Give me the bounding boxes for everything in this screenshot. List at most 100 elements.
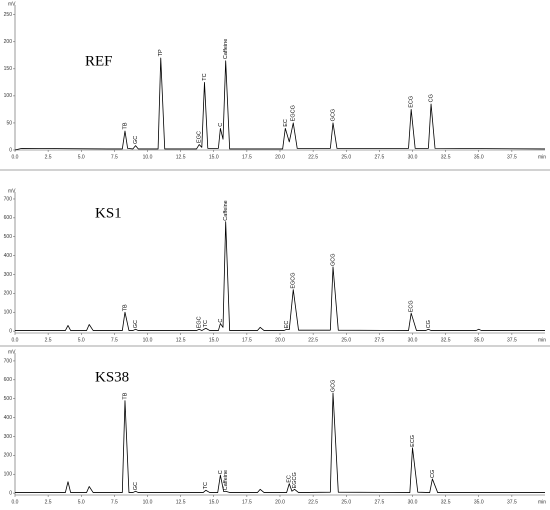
x-tick-label: 30.0	[408, 499, 418, 505]
x-tick-label: 17.5	[242, 499, 252, 505]
x-tick-label: 10.0	[143, 337, 153, 343]
x-tick-label: 5.0	[78, 499, 85, 505]
y-tick-label: 250	[4, 12, 13, 18]
peak-label: TC	[203, 320, 209, 327]
y-tick-label: 0	[9, 490, 12, 496]
y-tick-label: 200	[4, 453, 13, 459]
x-tick-label: 15.0	[209, 337, 219, 343]
x-tick-label: 5.0	[78, 337, 85, 343]
peak-label: ECG	[410, 435, 416, 447]
y-tick-label: 600	[4, 215, 13, 221]
peak-label: GCG	[330, 380, 336, 393]
y-axis-label: mV	[8, 349, 16, 355]
x-tick-label: 27.5	[375, 154, 385, 160]
x-tick-label: 32.5	[441, 499, 451, 505]
x-tick-label: 12.5	[176, 499, 186, 505]
x-tick-label: 12.5	[176, 154, 186, 160]
y-tick-label: 400	[4, 253, 13, 259]
peak-label: GCG	[330, 253, 336, 266]
x-tick-label: 2.5	[45, 499, 52, 505]
y-tick-label: 300	[4, 434, 13, 440]
x-tick-label: 15.0	[209, 499, 219, 505]
x-tick-label: 7.5	[111, 499, 118, 505]
x-tick-label: 30.0	[408, 154, 418, 160]
x-tick-label: 25.0	[341, 154, 351, 160]
peak-label: C	[218, 123, 224, 127]
y-tick-label: 100	[4, 93, 13, 99]
peak-label: TC	[203, 482, 209, 489]
x-tick-label: 30.0	[408, 337, 418, 343]
peak-label: EGC	[197, 316, 203, 328]
y-tick-label: 0	[9, 147, 12, 153]
peak-label: Caffeine	[223, 39, 229, 59]
x-tick-label: 17.5	[242, 337, 252, 343]
y-tick-label: 600	[4, 377, 13, 383]
peak-label: ECG	[409, 96, 415, 108]
x-tick-label: 22.5	[308, 154, 318, 160]
x-axis-label: min	[538, 154, 546, 160]
y-tick-label: 100	[4, 472, 13, 478]
y-tick-label: 400	[4, 415, 13, 421]
y-axis-label: mV	[8, 1, 16, 7]
x-tick-label: 22.5	[308, 499, 318, 505]
peak-label: TB	[122, 392, 128, 399]
x-tick-label: 7.5	[111, 337, 118, 343]
x-tick-label: 37.5	[507, 154, 517, 160]
y-tick-label: 200	[4, 291, 13, 297]
x-tick-label: 35.0	[474, 499, 484, 505]
x-axis-label: min	[538, 499, 546, 505]
x-tick-label: 35.0	[474, 154, 484, 160]
x-tick-label: 17.5	[242, 154, 252, 160]
panel-title: KS38	[95, 369, 129, 385]
peak-label: C	[218, 470, 224, 474]
x-tick-label: 37.5	[507, 337, 517, 343]
x-tick-label: 15.0	[209, 154, 219, 160]
y-tick-label: 700	[4, 358, 13, 364]
x-tick-label: 32.5	[441, 337, 451, 343]
x-tick-label: 10.0	[143, 499, 153, 505]
peak-label: Caffeine	[223, 470, 229, 490]
peak-label: TB	[122, 304, 128, 311]
peak-label: EGCG	[291, 272, 297, 288]
chromatogram-trace	[14, 57, 546, 151]
peak-label: TB	[122, 122, 128, 129]
x-tick-label: 32.5	[441, 154, 451, 160]
peak-label: EC	[283, 119, 289, 127]
peak-label: GC	[133, 136, 139, 144]
peak-label: EC	[287, 475, 293, 483]
y-tick-label: 50	[6, 120, 12, 126]
peak-label: CG	[429, 94, 435, 102]
x-tick-label: 27.5	[375, 499, 385, 505]
peak-label: GC	[133, 320, 139, 328]
peak-label: TP	[158, 49, 164, 56]
x-tick-label: 25.0	[341, 499, 351, 505]
x-axis-label: min	[538, 337, 546, 343]
y-tick-label: 300	[4, 272, 13, 278]
x-tick-label: 2.5	[45, 337, 52, 343]
x-tick-label: 5.0	[78, 154, 85, 160]
y-tick-label: 100	[4, 310, 13, 316]
x-tick-label: 20.0	[275, 154, 285, 160]
x-tick-label: 0.0	[12, 154, 19, 160]
peak-label: GCG	[330, 109, 336, 122]
x-tick-label: 20.0	[275, 337, 285, 343]
chromatogram-trace	[15, 392, 545, 493]
x-tick-label: 0.0	[12, 499, 19, 505]
peak-label: C	[218, 319, 224, 323]
x-tick-label: 20.0	[275, 499, 285, 505]
peak-label: EGCG	[291, 105, 297, 121]
x-tick-label: 35.0	[474, 337, 484, 343]
x-tick-label: 7.5	[111, 154, 118, 160]
y-axis-label: mV	[8, 188, 16, 194]
panel-title: REF	[85, 53, 113, 69]
y-tick-label: 200	[4, 39, 13, 45]
panel-title: KS1	[95, 205, 122, 221]
y-tick-label: 700	[4, 196, 13, 202]
peak-label: ECG	[409, 300, 415, 312]
peak-label: EC	[284, 321, 290, 329]
peak-label: CG	[430, 470, 436, 478]
x-tick-label: 2.5	[45, 154, 52, 160]
chromatogram-trace	[15, 221, 545, 331]
peak-label: CG	[426, 320, 432, 328]
